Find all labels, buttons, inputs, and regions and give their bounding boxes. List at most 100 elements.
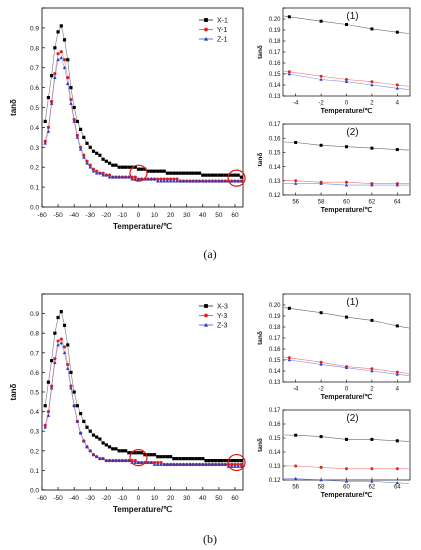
data-point-Y-3 — [56, 339, 60, 343]
highlight-circle — [129, 449, 148, 467]
data-point-Y-3 — [370, 467, 374, 471]
x-tick-label: -40 — [69, 495, 79, 502]
data-point-X-3 — [294, 433, 298, 437]
data-point-X-1 — [143, 167, 147, 171]
x-tick-label: -30 — [86, 212, 96, 219]
data-point-Z-3 — [82, 439, 86, 443]
x-tick-label: 2 — [370, 387, 374, 393]
series-line-X-3 — [44, 310, 242, 461]
inset-chart: (2) 56 58 60 62 64 0.12 0.13 0.14 0.15 0.16 0.17 Tem… — [257, 122, 411, 214]
data-point-Y-3 — [159, 460, 163, 465]
y-tick-label: 0.3 — [30, 145, 39, 152]
data-point-X-1 — [101, 157, 105, 161]
data-point-Z-1 — [178, 179, 183, 183]
data-point-X-1 — [233, 173, 237, 177]
data-point-Z-3 — [127, 458, 131, 462]
data-point-Y-1 — [370, 80, 374, 84]
data-point-X-1 — [210, 173, 215, 177]
data-point-Z-3 — [62, 350, 67, 355]
data-point-Z-1 — [120, 175, 125, 179]
data-point-X-1 — [46, 95, 51, 100]
data-point-X-1 — [345, 23, 348, 26]
data-point-X-3 — [159, 455, 163, 459]
data-point-Z-3 — [149, 460, 154, 464]
data-point-Z-3 — [188, 462, 192, 466]
data-point-Y-1 — [95, 169, 99, 173]
data-point-Z-1 — [344, 183, 349, 187]
data-point-Z-3 — [123, 458, 128, 462]
data-point-Z-3 — [156, 462, 160, 466]
data-point-X-3 — [230, 459, 234, 463]
data-point-Y-3 — [370, 367, 374, 371]
data-point-X-1 — [95, 151, 99, 155]
x-tick-label: 56 — [292, 485, 299, 491]
data-point-Z-3 — [229, 464, 234, 468]
data-point-Z-3 — [172, 462, 176, 466]
data-point-X-1 — [175, 171, 179, 175]
highlight-circle — [227, 453, 246, 472]
data-point-X-3 — [152, 453, 157, 457]
data-point-Z-1 — [72, 119, 76, 123]
data-point-Z-3 — [165, 462, 170, 466]
x-tick-label: 0 — [345, 387, 349, 393]
data-point-Z-3 — [98, 456, 102, 460]
y-tick-label: 0.2 — [30, 448, 39, 455]
data-point-Z-3 — [146, 460, 150, 464]
data-point-Z-1 — [181, 179, 186, 183]
data-point-Z-3 — [344, 479, 349, 483]
data-point-X-1 — [136, 167, 141, 171]
series-line-X-1 — [44, 25, 242, 178]
data-point-Z-1 — [53, 75, 57, 80]
data-point-Z-3 — [162, 462, 166, 466]
data-point-X-1 — [207, 173, 211, 177]
inset-chart: (1) -4 -2 0 2 4 0.13 0.14 0.15 0.16 0.17 0.18 0.19 0.… — [257, 7, 411, 115]
x-tick-label: -40 — [69, 212, 79, 219]
data-point-X-3 — [239, 459, 243, 463]
x-tick-label: -20 — [102, 495, 112, 502]
data-point-Z-3 — [294, 476, 298, 480]
y-axis-label: tanδ — [257, 331, 264, 345]
data-point-Z-3 — [88, 448, 92, 453]
data-point-X-1 — [69, 86, 73, 90]
data-point-X-1 — [178, 171, 182, 175]
data-point-Z-3 — [49, 386, 54, 390]
y-tick-label: 0.14 — [269, 165, 281, 171]
data-point-X-3 — [217, 459, 221, 463]
data-point-Z-3 — [223, 462, 228, 466]
data-point-X-1 — [127, 165, 131, 169]
data-point-Z-1 — [94, 171, 99, 175]
data-point-Z-3 — [120, 458, 125, 462]
data-point-Z-1 — [319, 77, 323, 81]
y-tick-label: 0.15 — [269, 436, 281, 442]
y-tick-label: 0.2 — [30, 165, 39, 172]
x-axis-label: Temperature/℃ — [113, 222, 172, 231]
data-point-Z-1 — [110, 175, 115, 179]
data-point-X-1 — [239, 175, 243, 179]
data-point-X-1 — [236, 173, 240, 177]
data-point-X-1 — [287, 15, 291, 19]
legend-label: X-1 — [217, 18, 228, 25]
data-point-X-1 — [59, 24, 63, 28]
data-point-Z-1 — [117, 175, 121, 179]
data-point-Y-1 — [287, 70, 291, 74]
data-point-Y-1 — [345, 78, 348, 81]
data-point-Z-1 — [56, 57, 60, 62]
data-point-Z-3 — [46, 413, 51, 417]
y-tick-label: 0.9 — [30, 311, 39, 318]
data-point-Z-3 — [220, 462, 224, 466]
data-point-X-1 — [88, 145, 92, 149]
data-point-Y-1 — [165, 177, 170, 181]
data-point-X-1 — [345, 145, 348, 149]
data-point-Y-1 — [319, 74, 323, 78]
data-point-Z-3 — [319, 362, 323, 366]
data-point-Z-1 — [65, 81, 70, 85]
data-point-X-3 — [345, 315, 348, 319]
data-point-X-3 — [107, 445, 112, 449]
legend-marker — [203, 36, 209, 41]
data-point-Y-3 — [236, 462, 240, 467]
data-point-X-1 — [169, 171, 173, 175]
data-point-X-3 — [194, 457, 198, 461]
data-point-Z-3 — [136, 460, 141, 464]
data-point-Y-1 — [345, 180, 348, 184]
data-point-Z-3 — [56, 343, 60, 347]
